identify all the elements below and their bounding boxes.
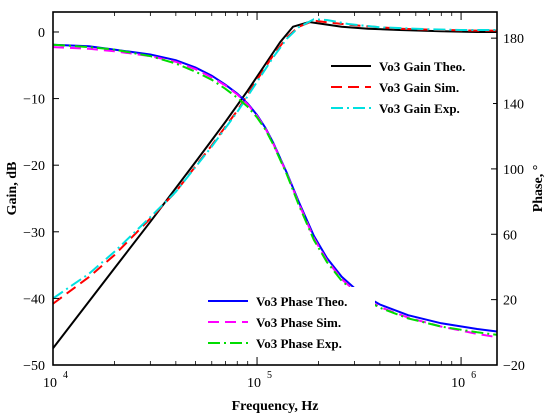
series-layer [53, 18, 497, 349]
plot-frame [52, 11, 498, 366]
series-line-vo3-phase-exp [53, 43, 497, 336]
y-tick-label-right: 100 [503, 163, 524, 178]
y-tick-label-right: 180 [503, 32, 524, 47]
legend-label: Vo3 Phase Theo. [256, 294, 347, 309]
legend-phase: Vo3 Phase Theo. Vo3 Phase Sim. Vo3 Phase E… [200, 287, 375, 355]
y-tick-label-right: 140 [503, 98, 524, 113]
y-tick-label-right: 20 [503, 294, 517, 309]
series-line-vo3-gain-theo [53, 20, 497, 349]
y-tick-label-left: −40 [23, 292, 45, 307]
labels-layer: 0 −10 −20 −30 −40 −50 180 140 100 60 20 −20 10 4 10 5 10… [23, 26, 525, 391]
x-tick-label: 10 [451, 376, 465, 391]
legend-label: Vo3 Phase Exp. [256, 336, 342, 351]
x-tick-label-exponent: 5 [267, 370, 272, 381]
x-tick-label-exponent: 6 [471, 370, 476, 381]
legend-label: Vo3 Phase Sim. [256, 315, 341, 330]
x-axis-title: Frequency, Hz [232, 399, 319, 414]
x-tick-label: 10 [43, 376, 57, 391]
legend-label: Vo3 Gain Sim. [379, 80, 459, 95]
y-axis-title-right: Phase, ° [531, 165, 546, 213]
series-line-vo3-gain-exp [53, 18, 497, 300]
legend-label: Vo3 Gain Exp. [379, 101, 460, 116]
legend-label: Vo3 Gain Theo. [379, 59, 465, 74]
x-tick-label-exponent: 4 [63, 370, 68, 381]
y-tick-label-left: −10 [23, 93, 45, 108]
y-tick-label-left: −50 [23, 359, 45, 374]
y-tick-label-right: 60 [503, 228, 517, 243]
legend-gain: Vo3 Gain Theo. Vo3 Gain Sim. Vo3 Gain Exp. [323, 52, 493, 120]
y-axis-title-left: Gain, dB [5, 162, 20, 216]
x-tick-label: 10 [247, 376, 261, 391]
y-tick-label-left: −20 [23, 159, 45, 174]
y-tick-label-right: −20 [503, 359, 525, 374]
y-tick-label-left: 0 [38, 26, 45, 41]
y-tick-label-left: −30 [23, 226, 45, 241]
